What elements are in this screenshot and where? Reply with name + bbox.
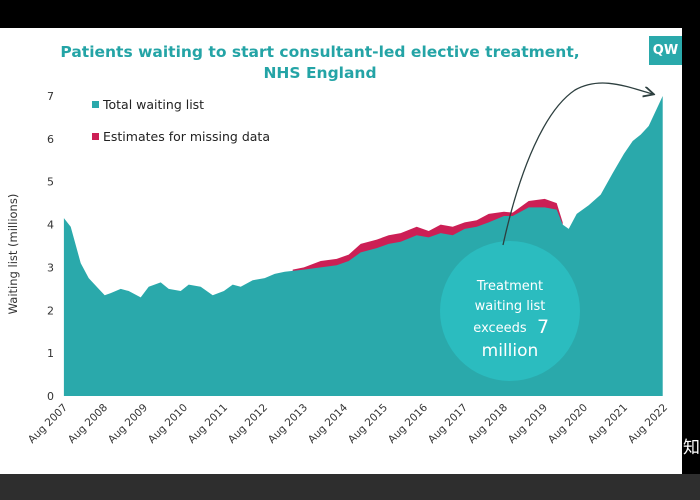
qw-logo: QW xyxy=(649,36,682,65)
y-tick-label: 2 xyxy=(47,304,54,317)
x-tick-label: Aug 2017 xyxy=(426,402,470,446)
x-tick-label: Aug 2019 xyxy=(506,402,550,446)
annotation-arrow xyxy=(502,82,653,246)
legend-label: Total waiting list xyxy=(102,97,204,112)
x-tick-label: Aug 2008 xyxy=(66,402,110,446)
y-tick-label: 3 xyxy=(47,261,54,274)
legend-label: Estimates for missing data xyxy=(103,129,270,144)
x-tick-label: Aug 2022 xyxy=(626,402,670,446)
x-tick-label: Aug 2015 xyxy=(346,402,390,446)
x-tick-label: Aug 2016 xyxy=(386,401,430,445)
chart-title: Patients waiting to start consultant-led… xyxy=(60,43,580,82)
annotation-circle xyxy=(440,241,580,381)
y-tick-label: 1 xyxy=(47,347,54,360)
x-tick-label: Aug 2020 xyxy=(546,402,590,446)
screen-edge xyxy=(682,28,700,474)
x-tick-label: Aug 2021 xyxy=(586,402,630,446)
annotation-line: 7 xyxy=(537,316,549,338)
legend-swatch xyxy=(92,133,99,140)
x-tick-label: Aug 2014 xyxy=(306,401,350,445)
x-tick-label: Aug 2007 xyxy=(26,402,70,446)
legend-swatch xyxy=(92,101,99,108)
y-tick-label: 5 xyxy=(47,176,54,189)
x-tick-label: Aug 2013 xyxy=(266,402,310,446)
y-tick-label: 0 xyxy=(47,390,54,403)
slide: Patients waiting to start consultant-led… xyxy=(0,28,682,474)
y-tick-label: 7 xyxy=(47,90,54,103)
annotation-line: exceeds xyxy=(473,321,527,336)
x-tick-label: Aug 2012 xyxy=(226,402,270,446)
x-tick-label: Aug 2011 xyxy=(186,402,230,446)
annotation-line: waiting list xyxy=(475,299,546,314)
y-axis-label: Waiting list (millions) xyxy=(6,194,20,315)
video-bottom-bar xyxy=(0,474,700,500)
y-tick-label: 4 xyxy=(47,219,54,232)
y-tick-label: 6 xyxy=(47,133,54,146)
annotation-line: Treatment xyxy=(476,279,543,294)
x-tick-label: Aug 2018 xyxy=(466,402,510,446)
annotation-line: million xyxy=(482,341,539,361)
x-tick-label: Aug 2010 xyxy=(146,402,190,446)
corner-glyph: 知 xyxy=(683,438,700,458)
x-tick-label: Aug 2009 xyxy=(106,402,150,446)
